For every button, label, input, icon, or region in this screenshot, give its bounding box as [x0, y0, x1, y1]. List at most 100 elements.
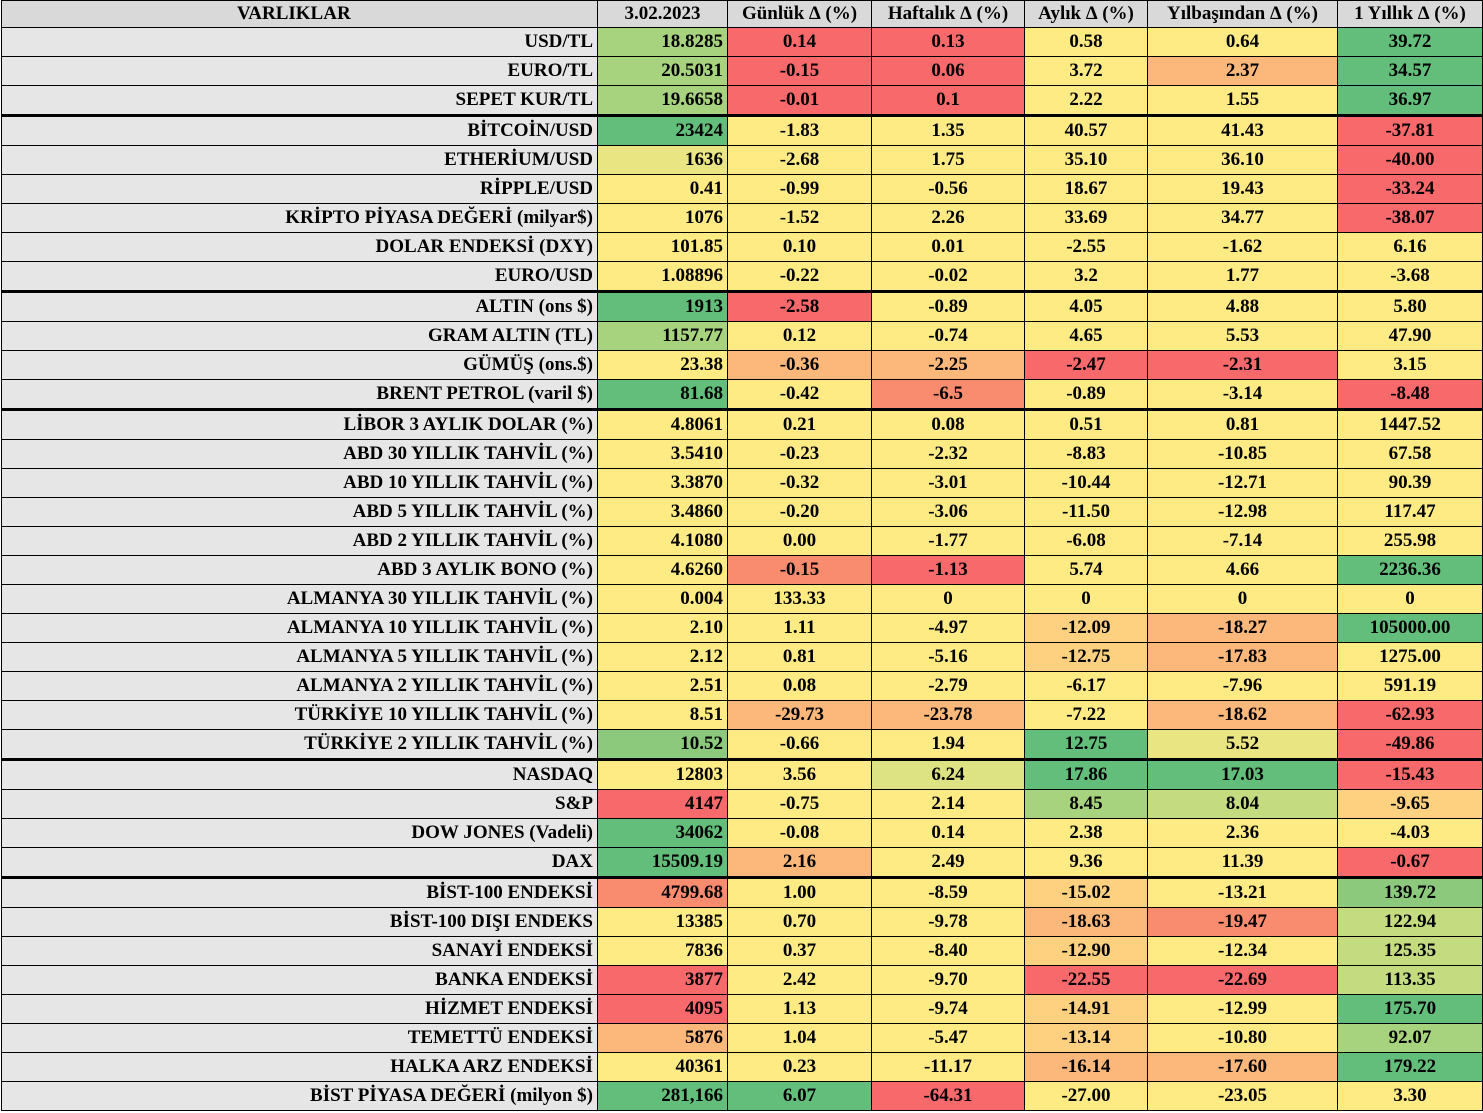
daily-change-cell[interactable]: -0.66	[727, 729, 872, 760]
yearly-change-cell[interactable]: 90.39	[1337, 468, 1483, 498]
header-date[interactable]: 3.02.2023	[597, 0, 728, 28]
asset-name-cell[interactable]: DOLAR ENDEKSİ (DXY)	[1, 232, 598, 262]
monthly-change-cell[interactable]: 12.75	[1024, 729, 1148, 760]
monthly-change-cell[interactable]: 3.2	[1024, 261, 1148, 292]
ytd-change-cell[interactable]: -7.14	[1147, 526, 1338, 556]
asset-value-cell[interactable]: 4.8061	[597, 408, 728, 440]
asset-value-cell[interactable]: 0.41	[597, 174, 728, 204]
yearly-change-cell[interactable]: 36.97	[1337, 85, 1483, 116]
yearly-change-cell[interactable]: -8.48	[1337, 379, 1483, 410]
asset-name-cell[interactable]: ALMANYA 2 YILLIK TAHVİL (%)	[1, 671, 598, 701]
monthly-change-cell[interactable]: 40.57	[1024, 114, 1148, 146]
weekly-change-cell[interactable]: 0	[871, 584, 1025, 614]
asset-value-cell[interactable]: 19.6658	[597, 85, 728, 116]
asset-value-cell[interactable]: 281,166	[597, 1081, 728, 1111]
asset-value-cell[interactable]: 23.38	[597, 350, 728, 380]
asset-name-cell[interactable]: ETHERİUM/USD	[1, 145, 598, 175]
ytd-change-cell[interactable]: -1.62	[1147, 232, 1338, 262]
asset-name-cell[interactable]: BİST PİYASA DEĞERİ (milyon $)	[1, 1081, 598, 1111]
monthly-change-cell[interactable]: -18.63	[1024, 907, 1148, 937]
asset-value-cell[interactable]: 4095	[597, 994, 728, 1024]
ytd-change-cell[interactable]: 36.10	[1147, 145, 1338, 175]
weekly-change-cell[interactable]: -0.89	[871, 290, 1025, 322]
asset-value-cell[interactable]: 23424	[597, 114, 728, 146]
yearly-change-cell[interactable]: 1447.52	[1337, 408, 1483, 440]
weekly-change-cell[interactable]: 0.14	[871, 818, 1025, 848]
weekly-change-cell[interactable]: -11.17	[871, 1052, 1025, 1082]
yearly-change-cell[interactable]: 3.30	[1337, 1081, 1483, 1111]
header-yearly-change[interactable]: 1 Yıllık ∆ (%)	[1337, 0, 1483, 28]
asset-name-cell[interactable]: BİTCOİN/USD	[1, 114, 598, 146]
ytd-change-cell[interactable]: 11.39	[1147, 847, 1338, 878]
asset-name-cell[interactable]: HİZMET ENDEKSİ	[1, 994, 598, 1024]
asset-value-cell[interactable]: 101.85	[597, 232, 728, 262]
ytd-change-cell[interactable]: -23.05	[1147, 1081, 1338, 1111]
ytd-change-cell[interactable]: -17.60	[1147, 1052, 1338, 1082]
monthly-change-cell[interactable]: -27.00	[1024, 1081, 1148, 1111]
yearly-change-cell[interactable]: 113.35	[1337, 965, 1483, 995]
yearly-change-cell[interactable]: -3.68	[1337, 261, 1483, 292]
yearly-change-cell[interactable]: -4.03	[1337, 818, 1483, 848]
yearly-change-cell[interactable]: 179.22	[1337, 1052, 1483, 1082]
ytd-change-cell[interactable]: -12.99	[1147, 994, 1338, 1024]
yearly-change-cell[interactable]: 175.70	[1337, 994, 1483, 1024]
daily-change-cell[interactable]: -0.42	[727, 379, 872, 410]
yearly-change-cell[interactable]: 1275.00	[1337, 642, 1483, 672]
weekly-change-cell[interactable]: -23.78	[871, 700, 1025, 730]
yearly-change-cell[interactable]: 3.15	[1337, 350, 1483, 380]
yearly-change-cell[interactable]: -40.00	[1337, 145, 1483, 175]
asset-name-cell[interactable]: BANKA ENDEKSİ	[1, 965, 598, 995]
monthly-change-cell[interactable]: -6.17	[1024, 671, 1148, 701]
monthly-change-cell[interactable]: -13.14	[1024, 1023, 1148, 1053]
ytd-change-cell[interactable]: -3.14	[1147, 379, 1338, 410]
asset-name-cell[interactable]: SANAYİ ENDEKSİ	[1, 936, 598, 966]
asset-name-cell[interactable]: ABD 2 YILLIK TAHVİL (%)	[1, 526, 598, 556]
asset-name-cell[interactable]: SEPET KUR/TL	[1, 85, 598, 116]
weekly-change-cell[interactable]: -2.25	[871, 350, 1025, 380]
daily-change-cell[interactable]: 2.42	[727, 965, 872, 995]
asset-value-cell[interactable]: 4799.68	[597, 876, 728, 908]
asset-value-cell[interactable]: 20.5031	[597, 56, 728, 86]
ytd-change-cell[interactable]: -2.31	[1147, 350, 1338, 380]
asset-name-cell[interactable]: EURO/TL	[1, 56, 598, 86]
monthly-change-cell[interactable]: -2.47	[1024, 350, 1148, 380]
asset-value-cell[interactable]: 1636	[597, 145, 728, 175]
weekly-change-cell[interactable]: -0.56	[871, 174, 1025, 204]
ytd-change-cell[interactable]: -12.98	[1147, 497, 1338, 527]
asset-name-cell[interactable]: TÜRKİYE 10 YILLIK TAHVİL (%)	[1, 700, 598, 730]
asset-name-cell[interactable]: ALMANYA 30 YILLIK TAHVİL (%)	[1, 584, 598, 614]
monthly-change-cell[interactable]: 8.45	[1024, 789, 1148, 819]
asset-name-cell[interactable]: LİBOR 3 AYLIK DOLAR (%)	[1, 408, 598, 440]
weekly-change-cell[interactable]: -0.02	[871, 261, 1025, 292]
weekly-change-cell[interactable]: -1.13	[871, 555, 1025, 585]
yearly-change-cell[interactable]: -37.81	[1337, 114, 1483, 146]
asset-value-cell[interactable]: 10.52	[597, 729, 728, 760]
asset-name-cell[interactable]: TÜRKİYE 2 YILLIK TAHVİL (%)	[1, 729, 598, 760]
monthly-change-cell[interactable]: -22.55	[1024, 965, 1148, 995]
yearly-change-cell[interactable]: 67.58	[1337, 439, 1483, 469]
ytd-change-cell[interactable]: -17.83	[1147, 642, 1338, 672]
yearly-change-cell[interactable]: 122.94	[1337, 907, 1483, 937]
ytd-change-cell[interactable]: 2.37	[1147, 56, 1338, 86]
asset-name-cell[interactable]: NASDAQ	[1, 758, 598, 790]
asset-name-cell[interactable]: BRENT PETROL (varil $)	[1, 379, 598, 410]
weekly-change-cell[interactable]: -9.78	[871, 907, 1025, 937]
yearly-change-cell[interactable]: 117.47	[1337, 497, 1483, 527]
weekly-change-cell[interactable]: -6.5	[871, 379, 1025, 410]
daily-change-cell[interactable]: 1.04	[727, 1023, 872, 1053]
weekly-change-cell[interactable]: 1.75	[871, 145, 1025, 175]
weekly-change-cell[interactable]: -3.01	[871, 468, 1025, 498]
asset-value-cell[interactable]: 5876	[597, 1023, 728, 1053]
monthly-change-cell[interactable]: 18.67	[1024, 174, 1148, 204]
daily-change-cell[interactable]: 0.21	[727, 408, 872, 440]
daily-change-cell[interactable]: -0.15	[727, 555, 872, 585]
daily-change-cell[interactable]: -0.75	[727, 789, 872, 819]
monthly-change-cell[interactable]: 17.86	[1024, 758, 1148, 790]
daily-change-cell[interactable]: 2.16	[727, 847, 872, 878]
monthly-change-cell[interactable]: 2.22	[1024, 85, 1148, 116]
asset-name-cell[interactable]: TEMETTÜ ENDEKSİ	[1, 1023, 598, 1053]
weekly-change-cell[interactable]: 0.13	[871, 27, 1025, 57]
weekly-change-cell[interactable]: -9.74	[871, 994, 1025, 1024]
daily-change-cell[interactable]: 3.56	[727, 758, 872, 790]
daily-change-cell[interactable]: -1.52	[727, 203, 872, 233]
